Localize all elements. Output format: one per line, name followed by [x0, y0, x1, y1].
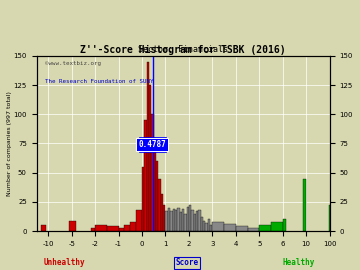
Bar [95, 225, 107, 231]
Bar [259, 225, 271, 231]
Text: Unhealthy: Unhealthy [44, 258, 86, 267]
Bar [208, 220, 210, 231]
Bar [136, 210, 142, 231]
Bar [175, 210, 177, 231]
Bar [125, 225, 130, 231]
Bar [191, 210, 194, 231]
Bar [194, 214, 196, 231]
Bar [130, 222, 136, 231]
Bar [248, 228, 259, 231]
Bar [205, 223, 208, 231]
Bar [144, 120, 147, 231]
Bar [147, 62, 149, 231]
Bar [303, 178, 306, 231]
Bar [149, 85, 152, 231]
Bar [184, 214, 186, 231]
Text: 0.4787: 0.4787 [138, 140, 166, 149]
Bar [154, 138, 156, 231]
Text: Score: Score [176, 258, 199, 267]
Bar [41, 225, 46, 231]
Text: The Research Foundation of SUNY: The Research Foundation of SUNY [45, 79, 154, 84]
Bar [180, 212, 182, 231]
Bar [163, 205, 166, 231]
Bar [212, 222, 224, 231]
Bar [236, 227, 248, 231]
Bar [177, 208, 180, 231]
Text: ©www.textbiz.org: ©www.textbiz.org [45, 61, 102, 66]
Bar [156, 161, 158, 231]
Text: Sector: Financials: Sector: Financials [138, 45, 228, 54]
Bar [224, 224, 236, 231]
Text: Healthy: Healthy [283, 258, 315, 267]
Bar [118, 228, 125, 231]
Bar [69, 221, 76, 231]
Bar [283, 220, 285, 231]
Title: Z''-Score Histogram for TSBK (2016): Z''-Score Histogram for TSBK (2016) [80, 45, 286, 55]
Bar [166, 211, 168, 231]
Bar [271, 222, 283, 231]
Bar [172, 209, 175, 231]
Bar [198, 210, 201, 231]
Bar [203, 221, 205, 231]
Bar [201, 217, 203, 231]
Bar [186, 207, 189, 231]
Bar [107, 227, 118, 231]
Bar [152, 114, 154, 231]
Y-axis label: Number of companies (997 total): Number of companies (997 total) [7, 91, 12, 196]
Bar [142, 167, 144, 231]
Bar [168, 208, 170, 231]
Bar [91, 228, 95, 231]
Bar [170, 211, 172, 231]
Bar [158, 178, 161, 231]
Bar [196, 211, 198, 231]
Bar [161, 194, 163, 231]
Bar [182, 209, 184, 231]
Bar [189, 205, 191, 231]
Bar [210, 225, 212, 231]
